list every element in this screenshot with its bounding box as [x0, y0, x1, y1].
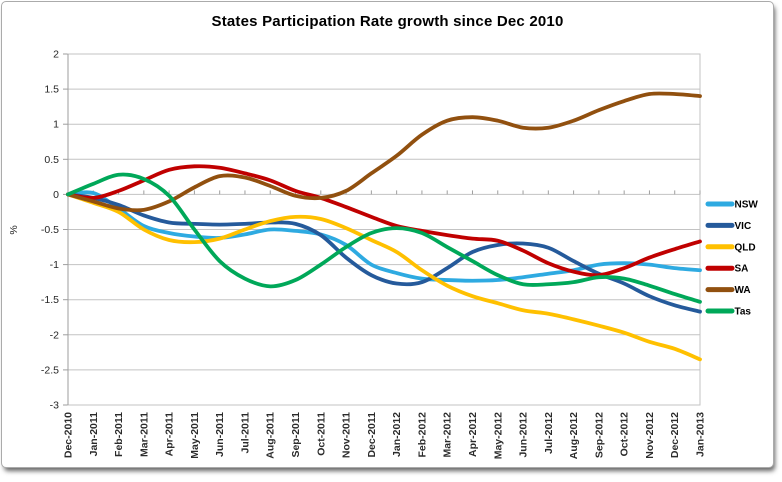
x-axis-label: Feb-2011: [113, 412, 125, 457]
x-axis-label-group: Jan-2013: [695, 412, 707, 457]
legend-item-VIC: VIC: [705, 221, 752, 232]
legend-item-QLD: QLD: [705, 242, 756, 253]
series-line-Tas: [66, 172, 702, 304]
x-axis-label-group: Dec-2012: [669, 412, 681, 458]
y-axis-tick-label: -3: [50, 400, 59, 412]
y-axis-title: %: [8, 225, 20, 234]
y-axis-tick-label: -1: [50, 259, 59, 271]
x-axis-label: Dec-2011: [366, 412, 378, 458]
y-axis-tick-label: 1.5: [44, 84, 59, 96]
chart-frame: States Participation Rate growth since D…: [1, 1, 774, 468]
x-axis-label-group: Jul-2011: [239, 412, 251, 454]
x-axis-label-group: Jan-2011: [88, 412, 100, 457]
x-axis-label: Apr-2012: [467, 412, 479, 457]
series-line-WA: [66, 91, 702, 213]
chart-title: States Participation Rate growth since D…: [211, 13, 564, 30]
x-axis-label-group: Mar-2011: [138, 412, 150, 457]
x-axis-label: Aug-2011: [265, 412, 277, 459]
x-axis-label-group: Jan-2012: [391, 412, 403, 457]
x-axis-label-group: Nov-2011: [341, 412, 353, 458]
x-axis-label-group: Mar-2012: [442, 412, 454, 458]
x-axis-label: Jul-2011: [239, 412, 251, 454]
x-axis-label: Jun-2012: [518, 412, 530, 458]
x-axis-label-group: Apr-2011: [164, 412, 176, 457]
series-line-VIC: [66, 192, 702, 314]
x-axis-label-group: Apr-2012: [467, 412, 479, 457]
legend-item-NSW: NSW: [705, 200, 759, 211]
x-axis-label: Jul-2012: [543, 412, 555, 454]
x-axis-label: May-2011: [189, 412, 201, 459]
x-axis-label-group: May-2011: [189, 412, 201, 459]
x-axis-label: Aug-2012: [568, 412, 580, 459]
x-axis-label-group: Jun-2012: [518, 412, 530, 458]
x-axis-label-group: Jul-2012: [543, 412, 555, 454]
x-axis-label-group: Dec-2010: [63, 412, 75, 458]
line-chart: 2 1.5 1 0.5 0 -0.5 -1 -1.5 -2 -2.5 -3 Dec-2010 Jan-2…: [8, 49, 759, 460]
legend-item-SA: SA: [705, 264, 749, 275]
x-axis-label: Nov-2012: [644, 412, 656, 459]
x-axis-label: Sep-2011: [290, 412, 302, 458]
x-axis-label: Dec-2010: [63, 412, 75, 458]
x-axis-label: Feb-2012: [416, 412, 428, 458]
x-axis-label: Mar-2012: [442, 412, 454, 458]
x-axis-label-group: May-2012: [492, 412, 504, 459]
y-axis-tick-label: 0: [53, 189, 59, 201]
legend-label-SA: SA: [735, 264, 749, 275]
x-axis-label-group: Sep-2012: [593, 412, 605, 458]
x-axis-label: Jan-2013: [695, 412, 707, 457]
y-axis-tick-label: -2: [50, 329, 59, 341]
x-axis-label-group: Aug-2011: [265, 412, 277, 459]
series-line-NSW: [66, 190, 702, 283]
x-axis-label: Jan-2012: [391, 412, 403, 457]
legend-label-NSW: NSW: [735, 200, 759, 211]
y-axis-tick-label: -1.5: [41, 294, 59, 306]
y-axis-tick-label: 2: [53, 49, 59, 61]
series-line-QLD: [66, 192, 702, 362]
x-axis-label: May-2012: [492, 412, 504, 459]
x-axis-label-group: Dec-2011: [366, 412, 378, 458]
x-axis-label: Jan-2011: [88, 412, 100, 457]
legend-label-WA: WA: [735, 285, 751, 296]
legend-label-QLD: QLD: [735, 242, 756, 253]
x-axis-label: Oct-2011: [315, 412, 327, 456]
legend-item-WA: WA: [705, 285, 751, 296]
y-axis-tick-label: -2.5: [41, 364, 59, 376]
x-axis-label-group: Nov-2012: [644, 412, 656, 459]
legend-label-VIC: VIC: [735, 221, 752, 232]
x-axis-label: Dec-2012: [669, 412, 681, 458]
legend-label-Tas: Tas: [735, 307, 752, 318]
legend-item-Tas: Tas: [705, 307, 752, 318]
x-axis-label-group: Oct-2012: [619, 412, 631, 457]
series-line-SA: [66, 164, 702, 278]
x-axis-label: Apr-2011: [164, 412, 176, 457]
x-axis-label-group: Feb-2012: [416, 412, 428, 458]
x-axis-label: Sep-2012: [593, 412, 605, 458]
y-axis-tick-label: 1: [53, 119, 59, 131]
y-axis-tick-label: -0.5: [41, 224, 59, 236]
x-axis-label-group: Oct-2011: [315, 412, 327, 456]
x-axis-label: Jun-2011: [214, 412, 226, 457]
x-axis-label: Mar-2011: [138, 412, 150, 457]
x-axis-label-group: Aug-2012: [568, 412, 580, 459]
y-axis-tick-label: 0.5: [44, 154, 59, 166]
x-axis-label-group: Jun-2011: [214, 412, 226, 457]
x-axis-label-group: Feb-2011: [113, 412, 125, 457]
x-axis-label-group: Sep-2011: [290, 412, 302, 458]
x-axis-label: Oct-2012: [619, 412, 631, 457]
x-axis-label: Nov-2011: [341, 412, 353, 458]
